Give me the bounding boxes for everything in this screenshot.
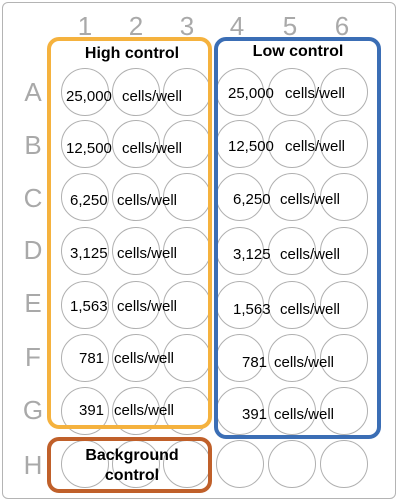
row-label-f: F — [25, 342, 41, 372]
high-f-unit: cells/well — [114, 350, 175, 367]
low-d-value: 3,125 — [233, 246, 271, 263]
well-g5 — [268, 387, 316, 435]
row-label-b: B — [24, 130, 42, 160]
high-g-value: 391 — [79, 402, 105, 419]
high-e-unit: cells/well — [117, 298, 178, 315]
high-b-unit: cells/well — [122, 140, 183, 157]
low-f-value: 781 — [242, 354, 268, 371]
background-control-box — [47, 437, 212, 493]
well-c2 — [112, 173, 160, 221]
well-c1 — [61, 173, 109, 221]
low-a-unit: cells/well — [285, 85, 346, 102]
well-c6 — [320, 173, 368, 221]
well-b2 — [112, 120, 160, 168]
low-e-value: 1,563 — [233, 301, 271, 318]
well-g6 — [320, 387, 368, 435]
row-label-e: E — [24, 288, 42, 318]
low-g-value: 391 — [242, 406, 268, 423]
well-f5 — [268, 334, 316, 382]
low-b-unit: cells/well — [285, 138, 346, 155]
row-label-g: G — [22, 395, 44, 425]
background-control-title-line1: Background — [85, 447, 179, 464]
high-g-unit: cells/well — [114, 402, 175, 419]
low-g-unit: cells/well — [274, 406, 335, 423]
well-f2 — [112, 334, 160, 382]
low-d-unit: cells/well — [280, 246, 341, 263]
row-label-h: H — [23, 450, 43, 480]
well-g1 — [61, 387, 109, 435]
well-b6 — [320, 120, 368, 168]
row-label-a: A — [24, 77, 42, 107]
well-a2 — [112, 68, 160, 116]
high-e-value: 1,563 — [70, 298, 108, 315]
column-label-5: 5 — [282, 11, 298, 41]
well-d2 — [112, 227, 160, 275]
well-h6 — [320, 440, 368, 488]
row-label-d: D — [23, 235, 43, 265]
well-c5 — [268, 173, 316, 221]
low-c-value: 6,250 — [233, 191, 271, 208]
well-d1 — [61, 227, 109, 275]
high-a-unit: cells/well — [122, 88, 183, 105]
column-label-3: 3 — [179, 11, 195, 41]
well-g2 — [112, 387, 160, 435]
well-d5 — [268, 227, 316, 275]
well-f6 — [320, 334, 368, 382]
high-d-value: 3,125 — [70, 245, 108, 262]
well-e1 — [61, 281, 109, 329]
well-a6 — [320, 68, 368, 116]
high-control-title: High control — [84, 45, 180, 62]
high-d-unit: cells/well — [117, 245, 178, 262]
low-f-unit: cells/well — [274, 354, 335, 371]
high-c-unit: cells/well — [117, 192, 178, 209]
well-e6 — [320, 281, 368, 329]
well-a1 — [61, 68, 109, 116]
high-a-value: 25,000 — [66, 88, 112, 105]
well-h5 — [268, 440, 316, 488]
low-a-value: 25,000 — [228, 85, 274, 102]
column-label-2: 2 — [128, 11, 144, 41]
high-c-value: 6,250 — [70, 192, 108, 209]
low-c-unit: cells/well — [280, 191, 341, 208]
high-f-value: 781 — [79, 350, 105, 367]
background-control-title-line2: control — [104, 467, 160, 484]
well-b5 — [268, 120, 316, 168]
low-control-box — [214, 37, 381, 439]
column-label-4: 4 — [229, 11, 245, 41]
high-control-box — [47, 37, 212, 429]
well-f1 — [61, 334, 109, 382]
low-e-unit: cells/well — [280, 301, 341, 318]
row-label-c: C — [23, 183, 43, 213]
well-e5 — [268, 281, 316, 329]
column-label-6: 6 — [334, 11, 350, 41]
well-e2 — [112, 281, 160, 329]
column-label-1: 1 — [77, 11, 93, 41]
well-h4 — [216, 440, 264, 488]
well-a5 — [268, 68, 316, 116]
low-b-value: 12,500 — [228, 138, 274, 155]
low-control-title: Low control — [252, 43, 344, 60]
well-d6 — [320, 227, 368, 275]
well-b1 — [61, 120, 109, 168]
high-b-value: 12,500 — [66, 140, 112, 157]
